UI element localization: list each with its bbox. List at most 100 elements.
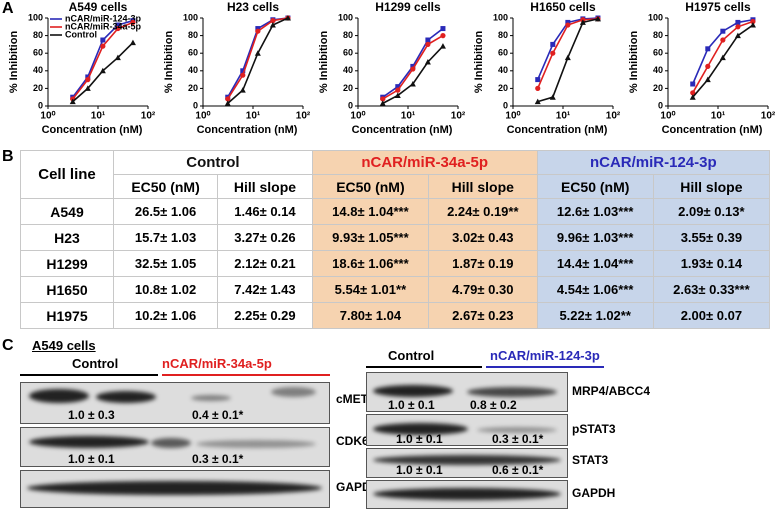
chart-title: H1299 cells bbox=[375, 0, 441, 14]
marker bbox=[99, 67, 106, 74]
marker bbox=[270, 18, 276, 24]
legend-label: Control bbox=[65, 29, 97, 39]
marker bbox=[424, 59, 431, 65]
marker bbox=[564, 54, 571, 61]
group-label: Control bbox=[388, 348, 435, 363]
marker bbox=[720, 37, 726, 43]
legend-label: nCAR/miR-34a-5p bbox=[65, 21, 142, 31]
marker bbox=[440, 33, 446, 39]
table-cell: 2.67± 0.23 bbox=[428, 302, 538, 329]
y-tick-label: 100 bbox=[648, 12, 663, 22]
x-axis-label: Concentration (nM) bbox=[42, 124, 143, 136]
marker bbox=[735, 19, 741, 25]
table-cell: 4.79± 0.30 bbox=[428, 276, 538, 303]
y-tick-label: 0 bbox=[348, 100, 353, 110]
marker bbox=[534, 98, 541, 105]
blot-label: STAT3 bbox=[572, 453, 609, 467]
marker bbox=[705, 46, 711, 52]
y-tick-label: 80 bbox=[653, 30, 663, 40]
y-tick-label: 40 bbox=[33, 65, 43, 75]
table-cell: 4.54± 1.06*** bbox=[536, 276, 654, 303]
table-cell: 18.6± 1.06*** bbox=[311, 250, 430, 277]
table-cell: H23 bbox=[20, 224, 114, 251]
table-cell: Hill slope bbox=[217, 174, 313, 199]
blot-strip bbox=[366, 448, 568, 478]
table-cell: 2.12± 0.21 bbox=[217, 250, 313, 277]
table-cell: EC50 (nM) bbox=[311, 174, 430, 199]
x-tick-label: 10¹ bbox=[556, 111, 571, 122]
blot-label: CDK6 bbox=[336, 434, 369, 448]
group-label: nCAR/miR-124-3p bbox=[490, 348, 600, 363]
marker bbox=[255, 28, 261, 34]
y-tick-label: 100 bbox=[338, 12, 353, 22]
quantification: 1.0 ± 0.1 bbox=[396, 463, 443, 477]
y-tick-label: 80 bbox=[188, 30, 198, 40]
marker bbox=[734, 32, 741, 39]
quantification: 1.0 ± 0.1 bbox=[68, 452, 115, 466]
marker bbox=[100, 37, 106, 43]
y-tick-label: 40 bbox=[653, 65, 663, 75]
table-cell: 26.5± 1.06 bbox=[112, 198, 219, 225]
marker bbox=[410, 66, 416, 72]
x-tick-label: 10¹ bbox=[401, 111, 416, 122]
marker bbox=[269, 22, 276, 28]
series-line bbox=[382, 27, 444, 98]
table-cell: 7.42± 1.43 bbox=[217, 276, 313, 303]
marker bbox=[240, 72, 246, 78]
marker bbox=[689, 94, 696, 100]
marker bbox=[425, 37, 431, 43]
y-tick-label: 100 bbox=[493, 12, 508, 22]
y-tick-label: 20 bbox=[188, 83, 198, 93]
marker bbox=[225, 96, 231, 102]
quantification: 1.0 ± 0.1 bbox=[396, 432, 443, 446]
x-tick-label: 10² bbox=[606, 111, 621, 122]
table-row: A549 26.5± 1.06 1.46± 0.14 14.8± 1.04*** 2.2… bbox=[20, 198, 771, 225]
table-row: H1650 10.8± 1.02 7.42± 1.43 5.54± 1.01** 4.7… bbox=[20, 276, 771, 303]
marker bbox=[114, 54, 121, 61]
y-tick-label: 0 bbox=[503, 100, 508, 110]
legend-label: nCAR/miR-124-3p bbox=[65, 13, 142, 23]
marker bbox=[425, 41, 431, 48]
marker bbox=[565, 19, 571, 25]
table-row: H1975 10.2± 1.06 2.25± 0.29 7.80± 1.04 2.67±… bbox=[20, 302, 771, 329]
y-tick-label: 60 bbox=[653, 48, 663, 58]
x-tick-label: 10² bbox=[296, 111, 311, 122]
marker bbox=[254, 50, 261, 56]
marker bbox=[579, 19, 586, 25]
y-tick-label: 40 bbox=[188, 65, 198, 75]
table-row: Cell line Control nCAR/miR-34a-5p nCAR/miR-… bbox=[20, 150, 771, 199]
marker bbox=[440, 26, 446, 32]
marker bbox=[409, 81, 416, 87]
blot-strip bbox=[366, 372, 568, 412]
group-bar bbox=[486, 366, 604, 368]
quantification: 0.4 ± 0.1* bbox=[192, 408, 244, 422]
series-line bbox=[537, 18, 598, 89]
marker bbox=[705, 63, 711, 69]
marker bbox=[749, 22, 756, 28]
chart-title: H23 cells bbox=[227, 0, 279, 14]
cell-line-label: A549 cells bbox=[32, 338, 96, 353]
marker bbox=[395, 87, 401, 93]
table-cell: 2.25± 0.29 bbox=[217, 302, 313, 329]
blot-strip bbox=[366, 480, 568, 509]
table-cell: 5.54± 1.01** bbox=[311, 276, 430, 303]
table-cell: 32.5± 1.05 bbox=[112, 250, 219, 277]
marker bbox=[594, 15, 601, 22]
y-axis-label: % Inhibition bbox=[473, 31, 485, 94]
quantification: 0.6 ± 0.1* bbox=[492, 463, 544, 477]
marker bbox=[284, 15, 291, 21]
table-cell: 10.2± 1.06 bbox=[112, 302, 219, 329]
y-tick-label: 80 bbox=[33, 30, 43, 40]
x-tick-label: 10² bbox=[141, 111, 156, 122]
chart-title: H1650 cells bbox=[530, 0, 596, 14]
table-cell: 7.80± 1.04 bbox=[311, 302, 430, 329]
table-cell: Hill slope bbox=[428, 174, 538, 199]
x-tick-label: 10¹ bbox=[711, 111, 726, 122]
table-cell: 9.93± 1.05*** bbox=[311, 224, 430, 251]
group-label: Control bbox=[72, 356, 119, 371]
x-tick-label: 10⁰ bbox=[195, 111, 210, 122]
y-tick-label: 60 bbox=[498, 48, 508, 58]
y-axis-label: % Inhibition bbox=[628, 31, 640, 94]
marker bbox=[704, 76, 711, 83]
